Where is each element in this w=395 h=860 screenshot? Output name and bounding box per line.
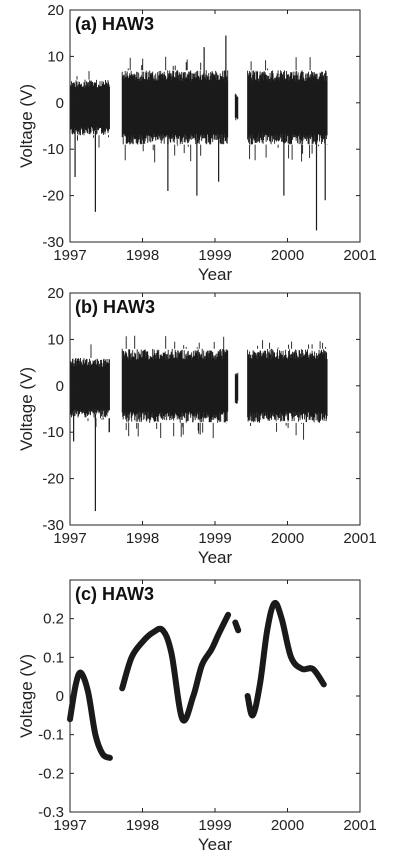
x-tick-label: 2000 xyxy=(271,247,304,264)
x-tick-label: 1998 xyxy=(126,817,159,834)
y-axis-label: Voltage (V) xyxy=(17,654,36,738)
chart-panel-1: -30 -20 -10 0 10 20 1997 1998 1999 2000 2001 Year Vo… xyxy=(17,2,377,284)
noise-segment-2 xyxy=(121,56,229,163)
y-tick-label: -20 xyxy=(42,188,64,205)
chart-panel-3: -0.3 -0.2 -0.1 0 0.1 0.2 1997 1998 1999 2000 2001 Y… xyxy=(17,579,377,854)
x-tick-label: 1997 xyxy=(53,817,86,834)
x-tick-label: 1997 xyxy=(53,530,86,547)
x-tick-label: 2000 xyxy=(271,817,304,834)
x-tick-label: 1998 xyxy=(126,530,159,547)
x-tick-label: 2001 xyxy=(343,817,376,834)
noise-segment-3 xyxy=(234,372,239,404)
curve-segment-3 xyxy=(232,619,242,634)
y-tick-label: 20 xyxy=(47,2,64,19)
y-tick-label: 0.1 xyxy=(43,649,64,666)
x-axis-label: Year xyxy=(198,548,233,567)
y-tick-label: -0.1 xyxy=(38,727,64,744)
y-tick-label: -30 xyxy=(42,234,64,251)
noise-segment-4 xyxy=(247,340,328,440)
axes-frame xyxy=(69,579,361,813)
data-series xyxy=(69,35,328,231)
curve-segment-2 xyxy=(119,611,232,724)
y-tick-label: 0 xyxy=(56,95,64,112)
panel-title: (b) HAW3 xyxy=(75,297,155,317)
x-tick-label: 2001 xyxy=(343,530,376,547)
x-axis-label: Year xyxy=(198,265,233,284)
data-series xyxy=(67,599,327,761)
x-axis-label: Year xyxy=(198,835,233,854)
y-tick-label: 0 xyxy=(56,378,64,395)
y-axis-label: Voltage (V) xyxy=(17,84,36,168)
noise-segment-2 xyxy=(121,335,229,439)
y-tick-label: -20 xyxy=(42,471,64,488)
y-axis-label: Voltage (V) xyxy=(17,367,36,451)
y-tick-label: -30 xyxy=(42,517,64,534)
x-tick-label: 1999 xyxy=(198,530,231,547)
y-tick-label: 0 xyxy=(56,688,64,705)
y-tick-label: -10 xyxy=(42,141,64,158)
y-tick-label: -10 xyxy=(42,424,64,441)
y-tick-label: 0.2 xyxy=(43,611,64,628)
y-tick-label: 20 xyxy=(47,285,64,302)
x-tick-label: 2000 xyxy=(271,530,304,547)
curve-segment-4 xyxy=(244,599,327,719)
x-tick-label: 1997 xyxy=(53,247,86,264)
y-tick-label: 10 xyxy=(47,48,64,65)
noise-segment-1 xyxy=(69,344,110,433)
y-tick-label: 10 xyxy=(47,331,64,348)
noise-segment-4 xyxy=(247,57,328,162)
panel-title: (a) HAW3 xyxy=(75,14,154,34)
x-tick-label: 1999 xyxy=(198,817,231,834)
panel-title: (c) HAW3 xyxy=(75,584,154,604)
chart-panel-2: -30 -20 -10 0 10 20 1997 1998 1999 2000 2001 Year Vo… xyxy=(17,285,377,567)
x-tick-label: 1999 xyxy=(198,247,231,264)
curve-segment-1 xyxy=(67,669,113,761)
x-tick-label: 1998 xyxy=(126,247,159,264)
noise-segment-3 xyxy=(234,93,239,121)
data-series xyxy=(69,335,328,512)
noise-segment-1 xyxy=(69,71,110,148)
y-tick-label: -0.3 xyxy=(38,804,64,821)
x-tick-label: 2001 xyxy=(343,247,376,264)
y-tick-label: -0.2 xyxy=(38,765,64,782)
